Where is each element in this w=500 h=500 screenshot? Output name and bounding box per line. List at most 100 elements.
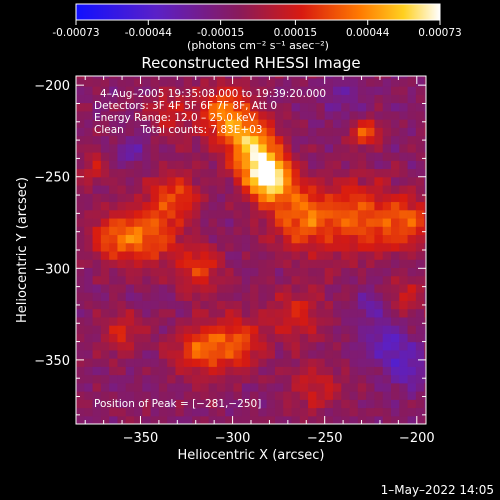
heatmap-cell xyxy=(183,308,193,318)
heatmap-cell xyxy=(192,234,201,244)
heatmap-cell xyxy=(399,184,409,194)
heatmap-cell xyxy=(316,193,326,203)
heatmap-cell xyxy=(241,292,251,301)
heatmap-cell xyxy=(266,160,276,170)
heatmap-cell xyxy=(158,94,168,104)
heatmap-cell xyxy=(167,300,177,310)
heatmap-cell xyxy=(274,283,284,293)
heatmap-cell xyxy=(76,94,85,104)
heatmap-cell xyxy=(407,143,417,153)
heatmap-cell xyxy=(92,160,102,170)
heatmap-cell xyxy=(92,127,102,137)
heatmap-cell xyxy=(150,325,160,334)
heatmap-cell xyxy=(216,399,226,409)
heatmap-cell xyxy=(258,77,268,87)
heatmap-cell xyxy=(117,127,127,137)
heatmap-cell xyxy=(341,110,351,120)
heatmap-cell xyxy=(233,242,243,252)
heatmap-cell xyxy=(109,209,119,219)
heatmap-cell xyxy=(283,152,293,161)
heatmap-cell xyxy=(324,234,334,244)
heatmap-cell xyxy=(407,358,417,367)
heatmap-cell xyxy=(158,267,168,277)
heatmap-cell xyxy=(192,86,201,95)
heatmap-cell xyxy=(241,201,251,211)
heatmap-cell xyxy=(341,382,351,392)
heatmap-cell xyxy=(291,366,301,376)
heatmap-cell xyxy=(100,168,110,178)
heatmap-cell xyxy=(208,250,218,260)
heatmap-cell xyxy=(391,292,400,301)
heatmap-cell xyxy=(316,77,326,87)
heatmap-cell xyxy=(84,160,94,170)
heatmap-cell xyxy=(366,300,376,310)
heatmap-cell xyxy=(415,366,425,376)
heatmap-cell xyxy=(391,143,400,153)
heatmap-cell xyxy=(374,415,384,424)
heatmap-cell xyxy=(299,292,309,301)
heatmap-cell xyxy=(109,391,119,400)
heatmap-cell xyxy=(167,201,177,211)
heatmap-cell xyxy=(76,259,85,268)
heatmap-cell xyxy=(167,325,177,334)
heatmap-cell xyxy=(374,358,384,367)
heatmap-cell xyxy=(216,382,226,392)
heatmap-cell xyxy=(167,250,177,260)
heatmap-cell xyxy=(349,217,359,227)
x-axis: −350 −300 −250 −200 xyxy=(84,76,435,446)
heatmap-cell xyxy=(357,399,367,409)
heatmap-cell xyxy=(374,102,384,112)
heatmap-cell xyxy=(208,275,218,285)
heatmap-cell xyxy=(349,226,359,236)
heatmap-cell xyxy=(76,127,85,137)
heatmap-cell xyxy=(332,308,342,318)
heatmap-cell xyxy=(183,184,193,194)
heatmap-cell xyxy=(341,267,351,277)
heatmap-cell xyxy=(407,234,417,244)
heatmap-cell xyxy=(349,77,359,87)
heatmap-cell xyxy=(424,110,426,120)
heatmap-cell xyxy=(192,391,201,400)
heatmap-cell xyxy=(291,374,301,384)
heatmap-cell xyxy=(92,399,102,409)
heatmap-cell xyxy=(374,349,384,359)
heatmap-cell xyxy=(117,94,127,104)
heatmap-cell xyxy=(76,292,85,301)
heatmap-cell xyxy=(266,209,276,219)
heatmap-cell xyxy=(324,86,334,95)
heatmap-cell xyxy=(424,94,426,104)
heatmap-cell xyxy=(357,77,367,87)
heatmap-cell xyxy=(291,127,301,137)
heatmap-cell xyxy=(183,94,193,104)
heatmap-cell xyxy=(225,217,235,227)
heatmap-cell xyxy=(324,152,334,161)
heatmap-cell xyxy=(84,176,94,186)
heatmap-cell xyxy=(349,308,359,318)
heatmap-cell xyxy=(250,168,259,178)
heatmap-cell xyxy=(142,76,152,79)
heatmap-cell xyxy=(332,374,342,384)
heatmap-cell xyxy=(208,76,218,79)
heatmap-cell xyxy=(241,308,251,318)
heatmap-cell xyxy=(382,209,392,219)
heatmap-cell xyxy=(299,160,309,170)
heatmap-cell xyxy=(424,168,426,178)
heatmap-cell xyxy=(76,143,85,153)
heatmap-cell xyxy=(142,201,152,211)
heatmap-cell xyxy=(167,184,177,194)
heatmap-cell xyxy=(291,382,301,392)
heatmap-cell xyxy=(407,127,417,137)
heatmap-cell xyxy=(258,110,268,120)
heatmap-cell xyxy=(391,76,400,79)
heatmap-cell xyxy=(192,217,201,227)
heatmap-cell xyxy=(399,86,409,95)
heatmap-cell xyxy=(266,94,276,104)
heatmap-cell xyxy=(208,391,218,400)
heatmap-cell xyxy=(125,193,135,203)
heatmap-cell xyxy=(258,267,268,277)
heatmap-cell xyxy=(150,374,160,384)
heatmap-cell xyxy=(84,349,94,359)
heatmap-cell xyxy=(200,135,210,145)
heatmap-cell xyxy=(233,217,243,227)
heatmap-cell xyxy=(366,259,376,268)
